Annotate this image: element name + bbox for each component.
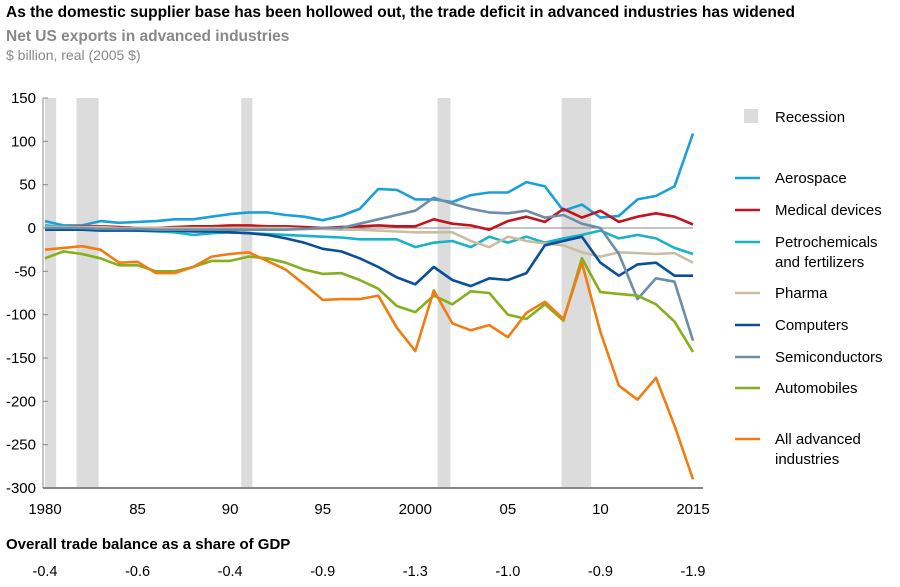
x-tick-label: 2015 <box>676 501 709 518</box>
recession-band <box>241 98 253 488</box>
gdp-value: -1.9 <box>680 564 706 580</box>
series-line-semiconductors <box>45 196 695 342</box>
series-line-aerospace <box>44 133 695 227</box>
y-tick-label: 150 <box>11 90 36 107</box>
y-tick-label: -300 <box>6 480 36 497</box>
gdp-value: -0.9 <box>587 564 613 580</box>
x-tick-label: 1980 <box>28 501 61 518</box>
series-line-automobiles <box>44 250 695 353</box>
gdp-value: -1.0 <box>495 564 521 580</box>
legend-label: Aerospace <box>775 170 847 187</box>
x-tick-label: 05 <box>500 501 517 518</box>
recession-band <box>76 98 99 488</box>
legend-label: Automobiles <box>775 380 858 397</box>
gdp-value: -0.9 <box>310 564 336 580</box>
y-tick-label: 0 <box>28 220 36 237</box>
gdp-value: -0.6 <box>125 564 151 580</box>
legend-recession-label: Recession <box>775 109 845 126</box>
legend-label: Pharma <box>775 285 828 302</box>
chart-subtitle: Net US exports in advanced industries <box>6 28 290 45</box>
recession-band <box>561 98 592 488</box>
x-tick-label: 90 <box>222 501 239 518</box>
recession-band <box>437 98 451 488</box>
series-line-all-advanced-industries <box>44 244 695 480</box>
legend-label: and fertilizers <box>775 254 864 271</box>
legend-label: All advanced <box>775 431 861 448</box>
unit-label: $ billion, real (2005 $) <box>6 47 141 63</box>
y-tick-label: -150 <box>6 350 36 367</box>
legend-label: industries <box>775 451 839 468</box>
x-tick-label: 85 <box>129 501 146 518</box>
y-tick-label: 100 <box>11 133 36 150</box>
series-line-pharma <box>45 225 694 264</box>
legend-recession-swatch <box>744 109 758 123</box>
y-tick-label: 50 <box>19 177 36 194</box>
legend-label: Medical devices <box>775 202 882 219</box>
gdp-row-title: Overall trade balance as a share of GDP <box>6 536 291 553</box>
recession-band <box>45 98 57 488</box>
x-tick-label: 2000 <box>399 501 432 518</box>
gdp-value: -0.4 <box>217 564 243 580</box>
x-tick-label: 10 <box>592 501 609 518</box>
legend-label: Computers <box>775 317 848 334</box>
legend-label: Petrochemicals <box>775 234 878 251</box>
x-tick-label: 95 <box>314 501 331 518</box>
y-tick-label: -100 <box>6 307 36 324</box>
chart-title: As the domestic supplier base has been h… <box>6 4 795 21</box>
legend-label: Semiconductors <box>775 349 883 366</box>
y-tick-label: -50 <box>14 263 36 280</box>
gdp-value: -1.3 <box>402 564 428 580</box>
y-tick-label: -200 <box>6 393 36 410</box>
gdp-value: -0.4 <box>32 564 58 580</box>
y-tick-label: -250 <box>6 437 36 454</box>
